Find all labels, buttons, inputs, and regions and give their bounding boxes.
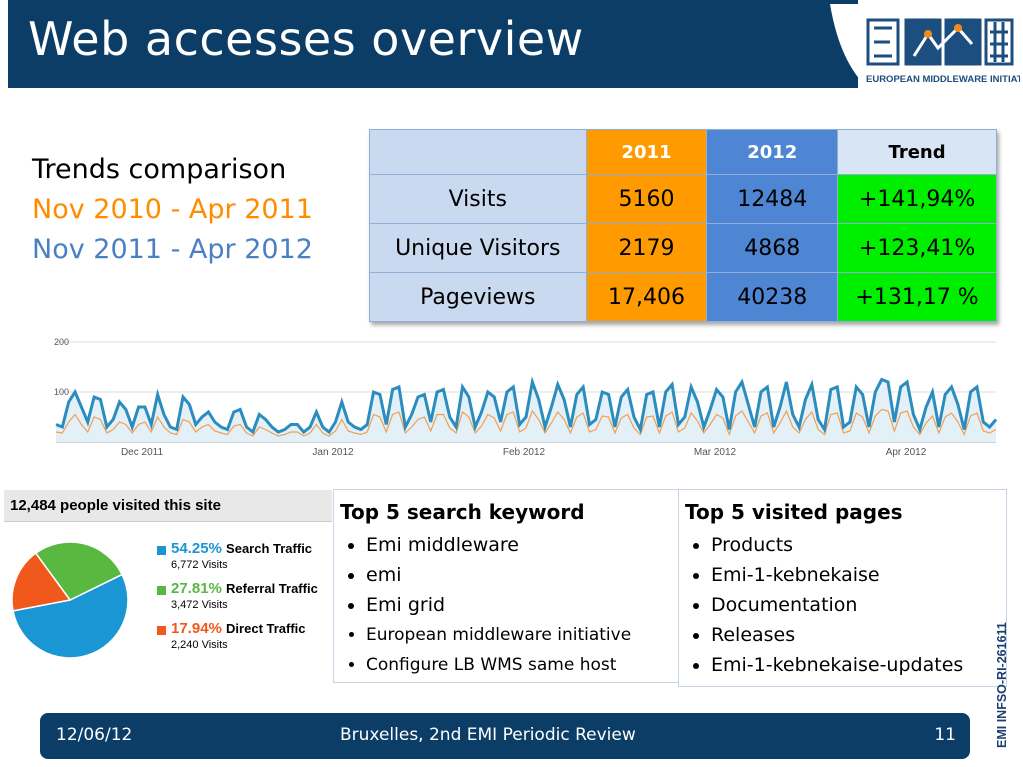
stats-trend: +131,17 % (837, 272, 997, 322)
x-tick-label: Dec 2011 (121, 447, 164, 458)
visits-2011-line (55, 408, 997, 437)
period-2012: Nov 2011 - Apr 2012 (32, 234, 313, 265)
visits-2012-line (55, 376, 998, 435)
stats-row: Pageviews 17,406 40238 +131,17 % (369, 272, 997, 322)
stats-value-2012: 12484 (706, 174, 839, 224)
stats-row-label: Unique Visitors (369, 223, 587, 273)
stats-row-label: Pageviews (369, 272, 587, 322)
visited-pages-panel: Top 5 visited pages Products Emi-1-kebne… (678, 489, 1007, 687)
list-item: European middleware initiative (366, 620, 678, 650)
slide-header: Web accesses overview (8, 0, 858, 88)
stats-value-2011: 17,406 (585, 272, 708, 322)
legend-item: 17.94% Direct Traffic 2,240 Visits (157, 620, 318, 651)
stats-value-2011: 5160 (585, 174, 708, 224)
document-id: EMI INFSO-RI-261611 (995, 622, 1009, 748)
stats-header-row: 2011 2012 Trend (369, 129, 997, 175)
slide-footer: 12/06/12 Bruxelles, 2nd EMI Periodic Rev… (40, 713, 970, 759)
list-item: Emi grid (366, 590, 678, 620)
pie-chart-title: 12,484 people visited this site (4, 490, 332, 522)
trends-heading: Trends comparison (32, 154, 287, 185)
traffic-pie-chart (11, 541, 129, 659)
pie-slice (12, 573, 129, 659)
x-tick-label: Feb 2012 (503, 447, 546, 458)
stats-table: 2011 2012 Trend Visits 5160 12484 +141,9… (369, 129, 997, 322)
search-keywords-list: Emi middleware emi Emi grid European mid… (334, 530, 678, 680)
stats-value-2011: 2179 (585, 223, 708, 273)
legend-swatch (157, 586, 166, 595)
legend-label: Search Traffic (226, 541, 313, 556)
pie-slice (34, 541, 124, 601)
stats-header-trend: Trend (837, 129, 997, 175)
visited-pages-list: Products Emi-1-kebnekaise Documentation … (679, 530, 1006, 680)
pie-legend: 54.25% Search Traffic 6,772 Visits 27.81% … (157, 540, 318, 660)
list-item: Emi-1-kebnekaise (711, 560, 1006, 590)
period-2011: Nov 2010 - Apr 2011 (32, 194, 313, 225)
legend-swatch (157, 626, 166, 635)
stats-row: Unique Visitors 2179 4868 +123,41% (369, 223, 997, 273)
list-item: Emi-1-kebnekaise-updates (711, 650, 1006, 680)
legend-item: 27.81% Referral Traffic 3,472 Visits (157, 580, 318, 611)
list-item: Releases (711, 620, 1006, 650)
stats-trend: +141,94% (837, 174, 997, 224)
emi-logo-mark (866, 18, 1014, 66)
visited-pages-title: Top 5 visited pages (685, 500, 903, 524)
y-tick-label: 200 (54, 337, 69, 347)
legend-visits: 2,240 Visits (171, 639, 228, 651)
search-keywords-title: Top 5 search keyword (340, 500, 585, 524)
stats-row-label: Visits (369, 174, 587, 224)
stats-trend: +123,41% (837, 223, 997, 273)
list-item: Emi middleware (366, 530, 678, 560)
footer-date: 12/06/12 (56, 725, 133, 745)
y-tick-label: 100 (54, 387, 69, 397)
pie-slice (11, 552, 72, 612)
legend-percent: 27.81% (171, 580, 227, 597)
legend-visits: 3,472 Visits (171, 599, 228, 611)
stats-value-2012: 4868 (706, 223, 839, 273)
emi-logo: EUROPEAN MIDDLEWARE INITIATIVE (830, 4, 1020, 90)
legend-percent: 54.25% (171, 540, 227, 557)
document-id-vertical: EMI INFSO-RI-261611 (995, 622, 1009, 748)
legend-label: Referral Traffic (226, 581, 318, 596)
list-item: emi (366, 560, 678, 590)
stats-header-2012: 2012 (706, 129, 839, 175)
legend-item: 54.25% Search Traffic 6,772 Visits (157, 540, 318, 571)
search-keywords-panel: Top 5 search keyword Emi middleware emi … (333, 489, 679, 683)
footer-page-number: 11 (934, 725, 956, 745)
stats-value-2012: 40238 (706, 272, 839, 322)
stats-header-empty (369, 129, 587, 175)
x-tick-label: Jan 2012 (312, 447, 354, 458)
x-tick-label: Apr 2012 (886, 447, 927, 458)
x-tick-label: Mar 2012 (694, 447, 737, 458)
stats-row: Visits 5160 12484 +141,94% (369, 174, 997, 224)
footer-event: Bruxelles, 2nd EMI Periodic Review (340, 725, 636, 745)
visits-line-chart: 200 100 Dec 2011 Jan 2012 Feb 2012 Mar 2012 A… (52, 330, 1000, 460)
slide-title: Web accesses overview (28, 12, 584, 66)
stats-header-2011: 2011 (585, 129, 708, 175)
legend-percent: 17.94% (171, 620, 227, 637)
trends-comparison: Trends comparison Nov 2010 - Apr 2011 No… (32, 150, 322, 270)
legend-label: Direct Traffic (226, 621, 306, 636)
emi-logo-tagline: EUROPEAN MIDDLEWARE INITIATIVE (866, 74, 1020, 85)
list-item: Products (711, 530, 1006, 560)
list-item: Documentation (711, 590, 1006, 620)
legend-visits: 6,772 Visits (171, 559, 228, 571)
list-item: Configure LB WMS same host (366, 650, 678, 680)
legend-swatch (157, 546, 166, 555)
